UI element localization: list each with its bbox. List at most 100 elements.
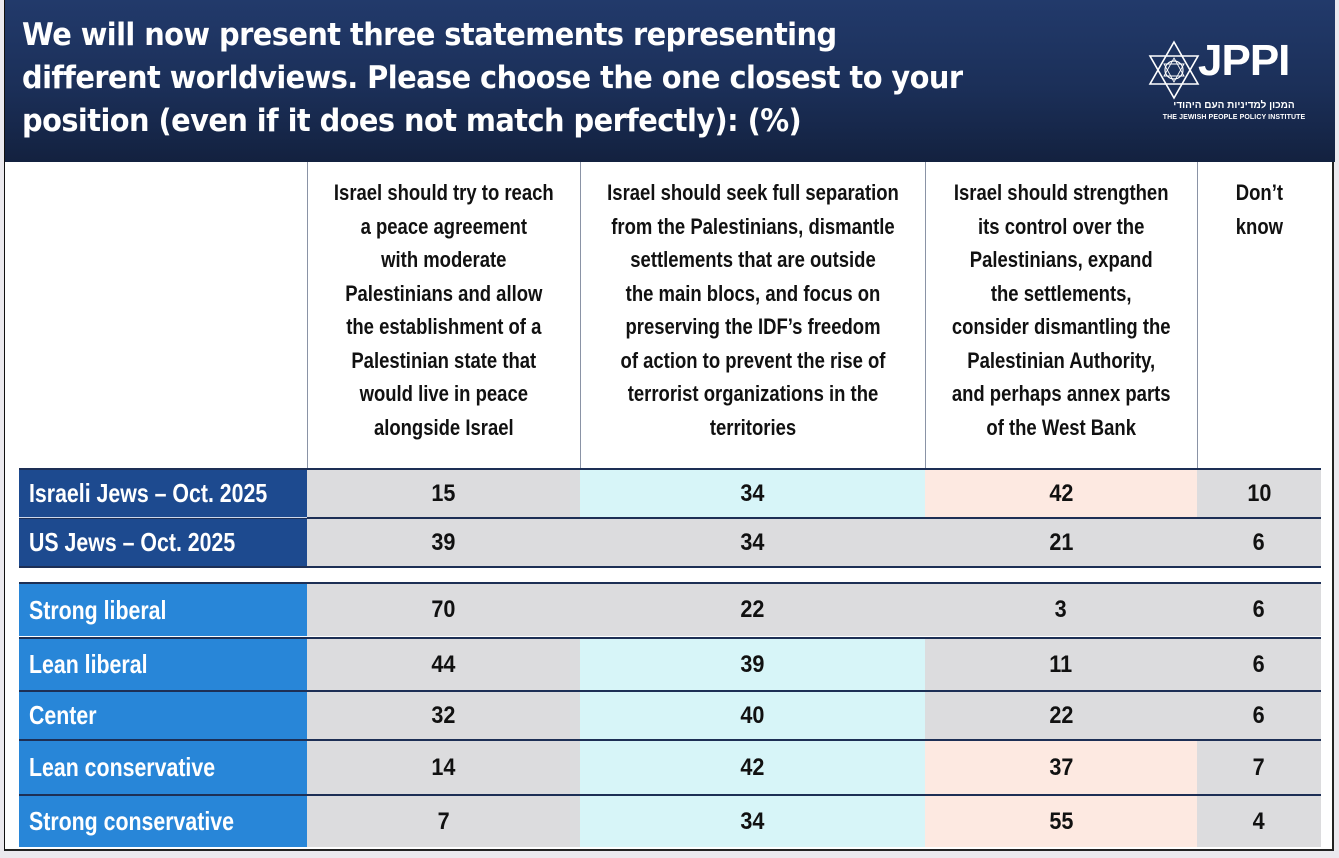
data-cell: 55 xyxy=(925,796,1197,847)
column-header-line: Palestinians, expand xyxy=(969,247,1153,272)
data-cell: 6 xyxy=(1197,584,1321,636)
column-header-line: a peace agreement xyxy=(360,213,527,239)
column-header-line: Palestinian Authority, xyxy=(967,347,1155,373)
row-divider xyxy=(19,637,1321,639)
cell-value: 39 xyxy=(431,528,456,556)
table-row: Strong liberal 70 22 3 6 xyxy=(19,584,1321,636)
data-cell: 34 xyxy=(580,796,925,847)
data-cell: 22 xyxy=(925,692,1197,739)
column-header-line: of the West Bank xyxy=(986,414,1136,440)
cell-value: 7 xyxy=(1252,753,1266,781)
data-cell: 39 xyxy=(580,639,925,690)
table-row: US Jews – Oct. 2025 39 34 21 6 xyxy=(19,519,1321,566)
cell-value: 22 xyxy=(1048,701,1074,729)
column-header-line: the main blocs, and focus on xyxy=(625,280,880,306)
cell-value: 11 xyxy=(1049,650,1073,678)
jppi-logo: JPPI המכון למדיניות העם היהודי THE JEWIS… xyxy=(1148,36,1318,130)
data-cell: 4 xyxy=(1197,796,1321,847)
data-cell: 44 xyxy=(307,639,580,690)
column-header-line: Israel should try to reach xyxy=(333,180,554,205)
column-header-3: Israel should strengthen its control over… xyxy=(924,176,1198,444)
cell-value: 6 xyxy=(1252,596,1266,623)
cell-value: 39 xyxy=(740,650,765,678)
row-label: US Jews – Oct. 2025 xyxy=(19,519,307,566)
cell-value: 42 xyxy=(740,753,765,781)
table-row: Lean conservative 14 42 37 7 xyxy=(19,741,1321,794)
label-divider xyxy=(19,517,307,518)
cell-value: 55 xyxy=(1048,807,1074,835)
cell-value: 6 xyxy=(1252,701,1266,729)
row-label: Strong liberal xyxy=(19,584,307,636)
cell-value: 10 xyxy=(1246,479,1272,507)
column-divider xyxy=(1197,162,1198,468)
column-header-line: of action to prevent the rise of xyxy=(620,347,885,373)
data-cell: 11 xyxy=(925,639,1197,690)
row-label-text: Lean liberal xyxy=(29,649,148,679)
cell-value: 34 xyxy=(740,479,765,507)
row-divider xyxy=(19,517,1321,519)
data-cell: 22 xyxy=(580,584,925,636)
column-divider xyxy=(580,162,581,468)
cell-value: 7 xyxy=(437,807,450,835)
column-header-line: Don’t xyxy=(1235,180,1283,205)
column-header-line: settlements that are outside xyxy=(629,247,876,272)
logo-name: JPPI xyxy=(1198,36,1290,85)
data-cell: 21 xyxy=(925,519,1197,566)
data-cell: 7 xyxy=(307,796,580,847)
column-header-line: know xyxy=(1235,213,1283,239)
data-cell: 6 xyxy=(1197,519,1321,566)
data-cell: 39 xyxy=(307,519,580,566)
cell-value: 37 xyxy=(1048,753,1074,781)
row-label-text: Strong conservative xyxy=(29,806,234,836)
row-label: Lean liberal xyxy=(19,639,307,690)
logo-english-text: THE JEWISH PEOPLE POLICY INSTITUTE xyxy=(1162,114,1306,121)
data-cell: 7 xyxy=(1197,741,1321,794)
row-label: Center xyxy=(19,692,307,739)
data-cell: 34 xyxy=(580,470,925,517)
cell-value: 42 xyxy=(1048,479,1074,507)
column-header-line: the settlements, xyxy=(990,280,1132,306)
column-header-line: consider dismantling the xyxy=(951,314,1171,339)
data-cell: 3 xyxy=(925,584,1197,636)
column-header-line: territories xyxy=(709,414,796,440)
row-divider xyxy=(19,582,1321,584)
column-header-line: and perhaps annex parts xyxy=(951,381,1171,406)
cell-value: 22 xyxy=(740,596,765,623)
column-header-line: Palestinians and allow xyxy=(344,280,543,306)
data-cell: 37 xyxy=(925,741,1197,794)
row-label: Strong conservative xyxy=(19,796,307,847)
column-header-line: terrorist organizations in the xyxy=(627,381,878,406)
cell-value: 40 xyxy=(740,701,765,729)
table-row: Strong conservative 7 34 55 4 xyxy=(19,796,1321,847)
cell-value: 6 xyxy=(1252,650,1266,678)
column-header-2: Israel should seek full separation from t… xyxy=(579,176,927,444)
column-header-line: would live in peace xyxy=(359,381,528,406)
cell-value: 4 xyxy=(1252,807,1266,835)
row-label: Lean conservative xyxy=(19,741,307,794)
column-header-4: Don’t know xyxy=(1196,176,1321,243)
cell-value: 21 xyxy=(1048,528,1074,556)
cell-value: 32 xyxy=(431,701,456,729)
cell-value: 14 xyxy=(431,753,456,781)
row-label-text: US Jews – Oct. 2025 xyxy=(29,527,236,557)
data-cell: 32 xyxy=(307,692,580,739)
column-header-line: preserving the IDF’s freedom xyxy=(624,314,881,339)
cell-value: 70 xyxy=(431,596,456,623)
table-row: Israeli Jews – Oct. 2025 15 34 42 10 xyxy=(19,470,1321,517)
data-cell: 40 xyxy=(580,692,925,739)
data-cell: 34 xyxy=(580,519,925,566)
table-row: Center 32 40 22 6 xyxy=(19,692,1321,739)
column-header-line: its control over the xyxy=(977,213,1145,239)
row-divider xyxy=(19,690,1321,692)
column-header-1: Israel should try to reach a peace agreem… xyxy=(306,176,581,444)
data-cell: 42 xyxy=(925,470,1197,517)
cell-value: 6 xyxy=(1252,528,1266,556)
logo-hebrew-text: המכון למדיניות העם היהודי xyxy=(1173,100,1295,111)
data-cell: 10 xyxy=(1197,470,1321,517)
row-label-text: Israeli Jews – Oct. 2025 xyxy=(29,478,268,508)
column-header-line: with moderate xyxy=(380,247,507,272)
data-cell: 6 xyxy=(1197,692,1321,739)
column-header-line: Israel should seek full separation xyxy=(606,180,899,205)
row-divider xyxy=(19,794,1321,796)
column-divider xyxy=(925,162,926,468)
